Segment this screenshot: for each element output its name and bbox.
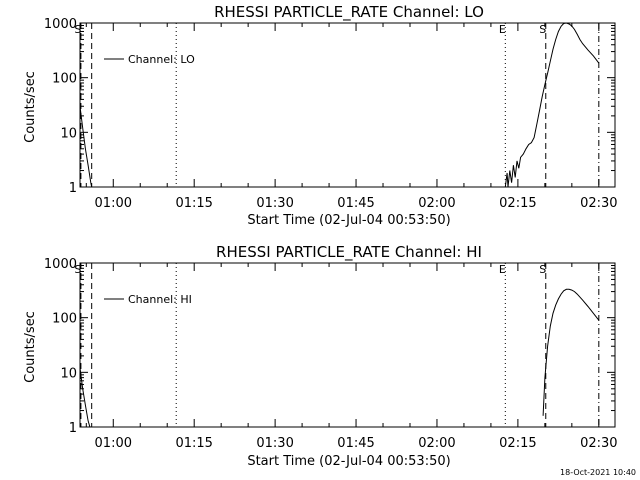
y-tick-label: 10 bbox=[60, 126, 77, 141]
x-tick-label: 02:30 bbox=[580, 436, 617, 451]
series-line bbox=[542, 288, 600, 416]
chart-title: RHESSI PARTICLE_RATE Channel: HI bbox=[216, 243, 482, 262]
y-tick-label: 1 bbox=[69, 181, 77, 196]
panel-hi: RHESSI PARTICLE_RATE Channel: HI Start T… bbox=[23, 243, 618, 469]
chart-title: RHESSI PARTICLE_RATE Channel: LO bbox=[214, 3, 484, 22]
legend: Channel: HI bbox=[104, 293, 192, 306]
y-tick-label: 1 bbox=[69, 421, 77, 436]
y-tick-label: 100 bbox=[52, 72, 77, 87]
y-tick-label: 10 bbox=[60, 366, 77, 381]
y-tick-label: 100 bbox=[52, 312, 77, 327]
marker-label: S bbox=[539, 263, 546, 276]
legend-label: Channel: LO bbox=[128, 53, 195, 66]
plot-frame bbox=[79, 22, 616, 188]
series-line bbox=[79, 106, 93, 188]
x-tick-label: 01:45 bbox=[337, 196, 374, 211]
x-tick-label: 02:15 bbox=[499, 436, 536, 451]
marker-label: S bbox=[74, 263, 81, 276]
marker-label: E bbox=[499, 263, 506, 276]
marker-label: S bbox=[74, 23, 81, 36]
x-tick-label: 02:00 bbox=[418, 196, 455, 211]
panel-lo: RHESSI PARTICLE_RATE Channel: LO Start T… bbox=[23, 3, 618, 228]
x-tick-label: 01:00 bbox=[95, 436, 132, 451]
x-tick-label: 02:30 bbox=[580, 196, 617, 211]
marker-label: S bbox=[539, 23, 546, 36]
footer-timestamp: 18-Oct-2021 10:40 bbox=[560, 468, 636, 477]
x-tick-label: 01:15 bbox=[175, 196, 212, 211]
x-tick-label: 01:30 bbox=[256, 196, 293, 211]
series-line bbox=[504, 22, 600, 188]
x-tick-label: 01:30 bbox=[256, 436, 293, 451]
x-tick-label: 01:15 bbox=[175, 436, 212, 451]
x-tick-label: 01:00 bbox=[95, 196, 132, 211]
x-tick-label: 01:45 bbox=[337, 436, 374, 451]
y-axis-label: Counts/sec bbox=[23, 311, 38, 383]
x-axis-label: Start Time (02-Jul-04 00:53:50) bbox=[247, 213, 450, 228]
x-tick-label: 02:00 bbox=[418, 436, 455, 451]
plot-frame bbox=[79, 262, 616, 428]
series-line bbox=[79, 367, 91, 428]
y-tick-label: 1000 bbox=[44, 257, 77, 272]
y-tick-label: 1000 bbox=[44, 17, 77, 32]
marker-label: E bbox=[499, 23, 506, 36]
x-tick-label: 02:15 bbox=[499, 196, 536, 211]
legend: Channel: LO bbox=[104, 53, 195, 66]
y-axis-label: Counts/sec bbox=[23, 71, 38, 143]
legend-label: Channel: HI bbox=[128, 293, 192, 306]
x-axis-label: Start Time (02-Jul-04 00:53:50) bbox=[247, 454, 450, 469]
